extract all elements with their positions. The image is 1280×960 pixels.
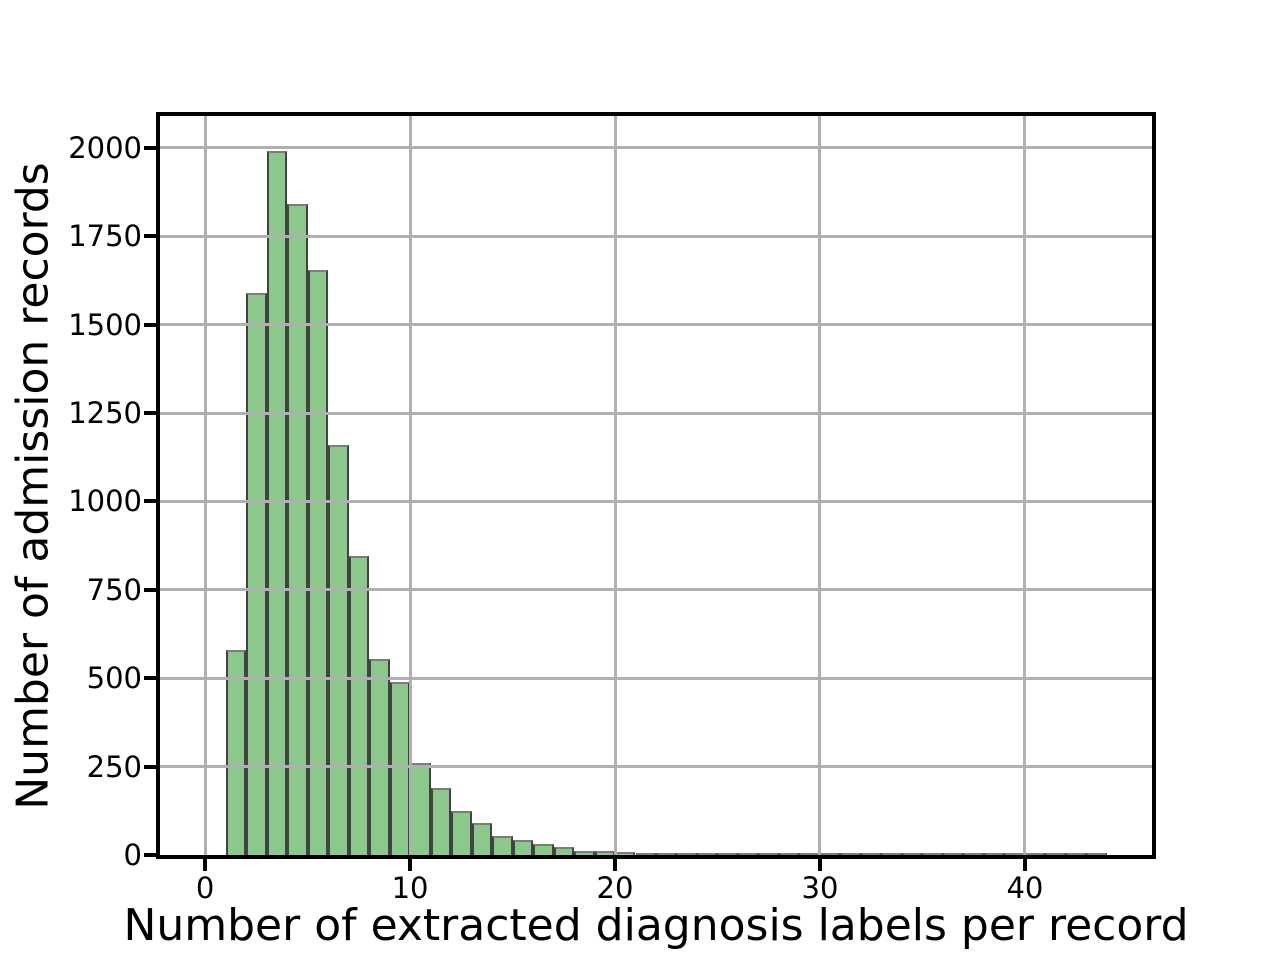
- histogram-bar: [696, 853, 718, 855]
- y-tick-mark: [144, 234, 156, 239]
- y-tick-mark: [144, 676, 156, 681]
- x-tick-label: 40: [1006, 871, 1044, 905]
- histogram-bar: [389, 681, 411, 855]
- histogram-bar: [328, 444, 349, 855]
- y-tick-mark: [144, 853, 156, 857]
- histogram-bar: [492, 835, 513, 855]
- histogram-bar: [348, 556, 370, 855]
- histogram-bar: [533, 844, 554, 855]
- y-tick-label: 1750: [68, 219, 142, 254]
- histogram-bar: [369, 658, 390, 855]
- histogram-bar: [615, 852, 636, 855]
- histogram-bar: [471, 823, 493, 855]
- histogram-bar: [574, 851, 595, 855]
- histogram-bar: [656, 853, 677, 855]
- x-tick-mark: [817, 859, 822, 871]
- x-tick-label: 0: [195, 871, 215, 905]
- histogram-bar: [860, 853, 882, 855]
- histogram-bar: [942, 853, 964, 855]
- x-tick-mark: [408, 859, 413, 871]
- histogram-bar: [266, 151, 288, 855]
- y-tick-mark: [144, 499, 156, 504]
- y-tick-label: 1000: [68, 484, 142, 519]
- histogram-bars-layer: [160, 116, 1152, 855]
- histogram-bar: [225, 649, 247, 855]
- histogram-bar: [983, 853, 1005, 855]
- y-tick-mark: [144, 411, 156, 415]
- histogram-bar: [594, 851, 615, 855]
- histogram-bar: [451, 810, 472, 855]
- y-tick-label: 250: [86, 749, 142, 784]
- histogram-bar: [901, 853, 923, 855]
- x-tick-label: 10: [391, 871, 429, 905]
- y-tick-mark: [144, 764, 156, 769]
- y-tick-label: 750: [86, 572, 142, 607]
- histogram-bar: [922, 853, 943, 855]
- plot-area: [156, 112, 1156, 859]
- histogram-bar: [737, 853, 759, 855]
- x-tick-mark: [613, 859, 617, 871]
- x-tick-mark: [1022, 859, 1027, 871]
- histogram-bar: [1045, 853, 1066, 855]
- y-tick-mark: [144, 322, 156, 327]
- y-tick-label: 0: [123, 838, 142, 872]
- histogram-bar: [758, 853, 779, 855]
- histogram-bar: [1024, 853, 1046, 855]
- histogram-bar: [819, 853, 841, 855]
- histogram-bar: [307, 269, 329, 855]
- histogram-bar: [512, 840, 533, 855]
- y-tick-mark: [144, 587, 156, 592]
- histogram-bar: [840, 853, 861, 855]
- x-tick-label: 20: [596, 871, 634, 905]
- histogram-bar: [287, 204, 308, 855]
- x-axis-label: Number of extracted diagnosis labels per…: [123, 900, 1189, 951]
- x-tick-label: 30: [801, 871, 839, 905]
- histogram-bar: [1086, 853, 1107, 855]
- histogram-bar: [799, 853, 820, 855]
- histogram-bar: [1065, 853, 1087, 855]
- histogram-bar: [881, 853, 902, 855]
- histogram-bar: [246, 292, 267, 855]
- histogram-bar: [635, 852, 656, 855]
- histogram-bar: [717, 853, 738, 855]
- histogram-bar: [1004, 853, 1025, 855]
- y-tick-label: 500: [86, 661, 142, 696]
- histogram-bar: [778, 853, 800, 855]
- y-tick-label: 2000: [68, 130, 142, 165]
- histogram-bar: [553, 846, 574, 855]
- histogram-bar: [410, 763, 431, 855]
- y-tick-label: 1250: [68, 396, 142, 430]
- y-tick-mark: [144, 145, 156, 150]
- histogram-bar: [430, 787, 452, 855]
- histogram-bar: [963, 853, 984, 855]
- y-tick-label: 1500: [68, 307, 142, 342]
- histogram-bar: [676, 853, 697, 855]
- x-tick-mark: [203, 859, 208, 871]
